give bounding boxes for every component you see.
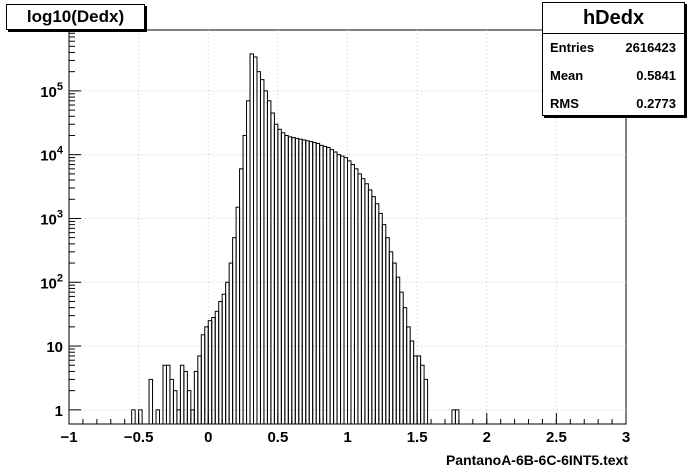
stats-value: 0.2773: [636, 96, 676, 111]
x-tick-label: −1: [60, 429, 77, 446]
x-tick-label: −0.5: [124, 429, 154, 446]
histogram-bin: [172, 390, 178, 425]
histogram-bin: [186, 390, 192, 425]
chart-title: log10(Dedx): [6, 4, 145, 30]
x-tick-label: 1: [343, 429, 351, 446]
stats-value: 0.5841: [636, 68, 676, 83]
x-tick-label: 2.5: [546, 429, 567, 446]
x-tick-label: 3: [622, 429, 630, 446]
stats-value: 2616423: [625, 40, 676, 55]
y-tick-label: 105: [40, 81, 63, 101]
histogram-bin: [454, 409, 460, 425]
x-tick-label: 1.5: [407, 429, 428, 446]
stats-box: hDedx Entries 2616423 Mean 0.5841 RMS 0.…: [542, 2, 685, 116]
histogram-bin: [148, 378, 154, 425]
y-tick-label: 10: [46, 339, 63, 356]
histogram-bin: [131, 409, 136, 425]
stats-label: Mean: [550, 68, 584, 83]
y-tick-label: 1: [55, 403, 63, 420]
x-tick-label: 0.5: [267, 429, 288, 446]
stats-label: RMS: [550, 96, 579, 111]
y-tick-label: 103: [40, 208, 63, 228]
histogram-bin: [155, 409, 161, 425]
x-tick-label: 2: [483, 429, 491, 446]
stats-histogram-name: hDedx: [543, 3, 684, 34]
x-axis-label: PantanoA-6B-6C-6INT5.text: [445, 452, 628, 468]
stats-row-rms: RMS 0.2773: [543, 90, 684, 118]
y-tick-label: 102: [40, 272, 63, 292]
x-tick-label: 0: [204, 429, 212, 446]
stats-label: Entries: [550, 40, 595, 55]
stats-row-mean: Mean 0.5841: [543, 62, 684, 90]
histogram-bin: [423, 378, 429, 425]
y-tick-label: 104: [40, 145, 64, 165]
stats-row-entries: Entries 2616423: [543, 34, 684, 62]
